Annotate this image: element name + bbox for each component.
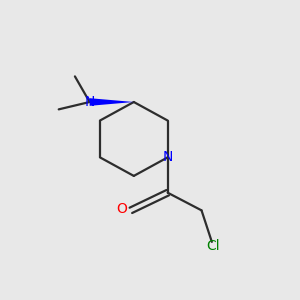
Text: Cl: Cl — [206, 239, 220, 253]
Text: N: N — [163, 150, 173, 164]
Polygon shape — [90, 98, 134, 106]
Text: N: N — [85, 95, 95, 109]
Text: O: O — [117, 202, 128, 216]
